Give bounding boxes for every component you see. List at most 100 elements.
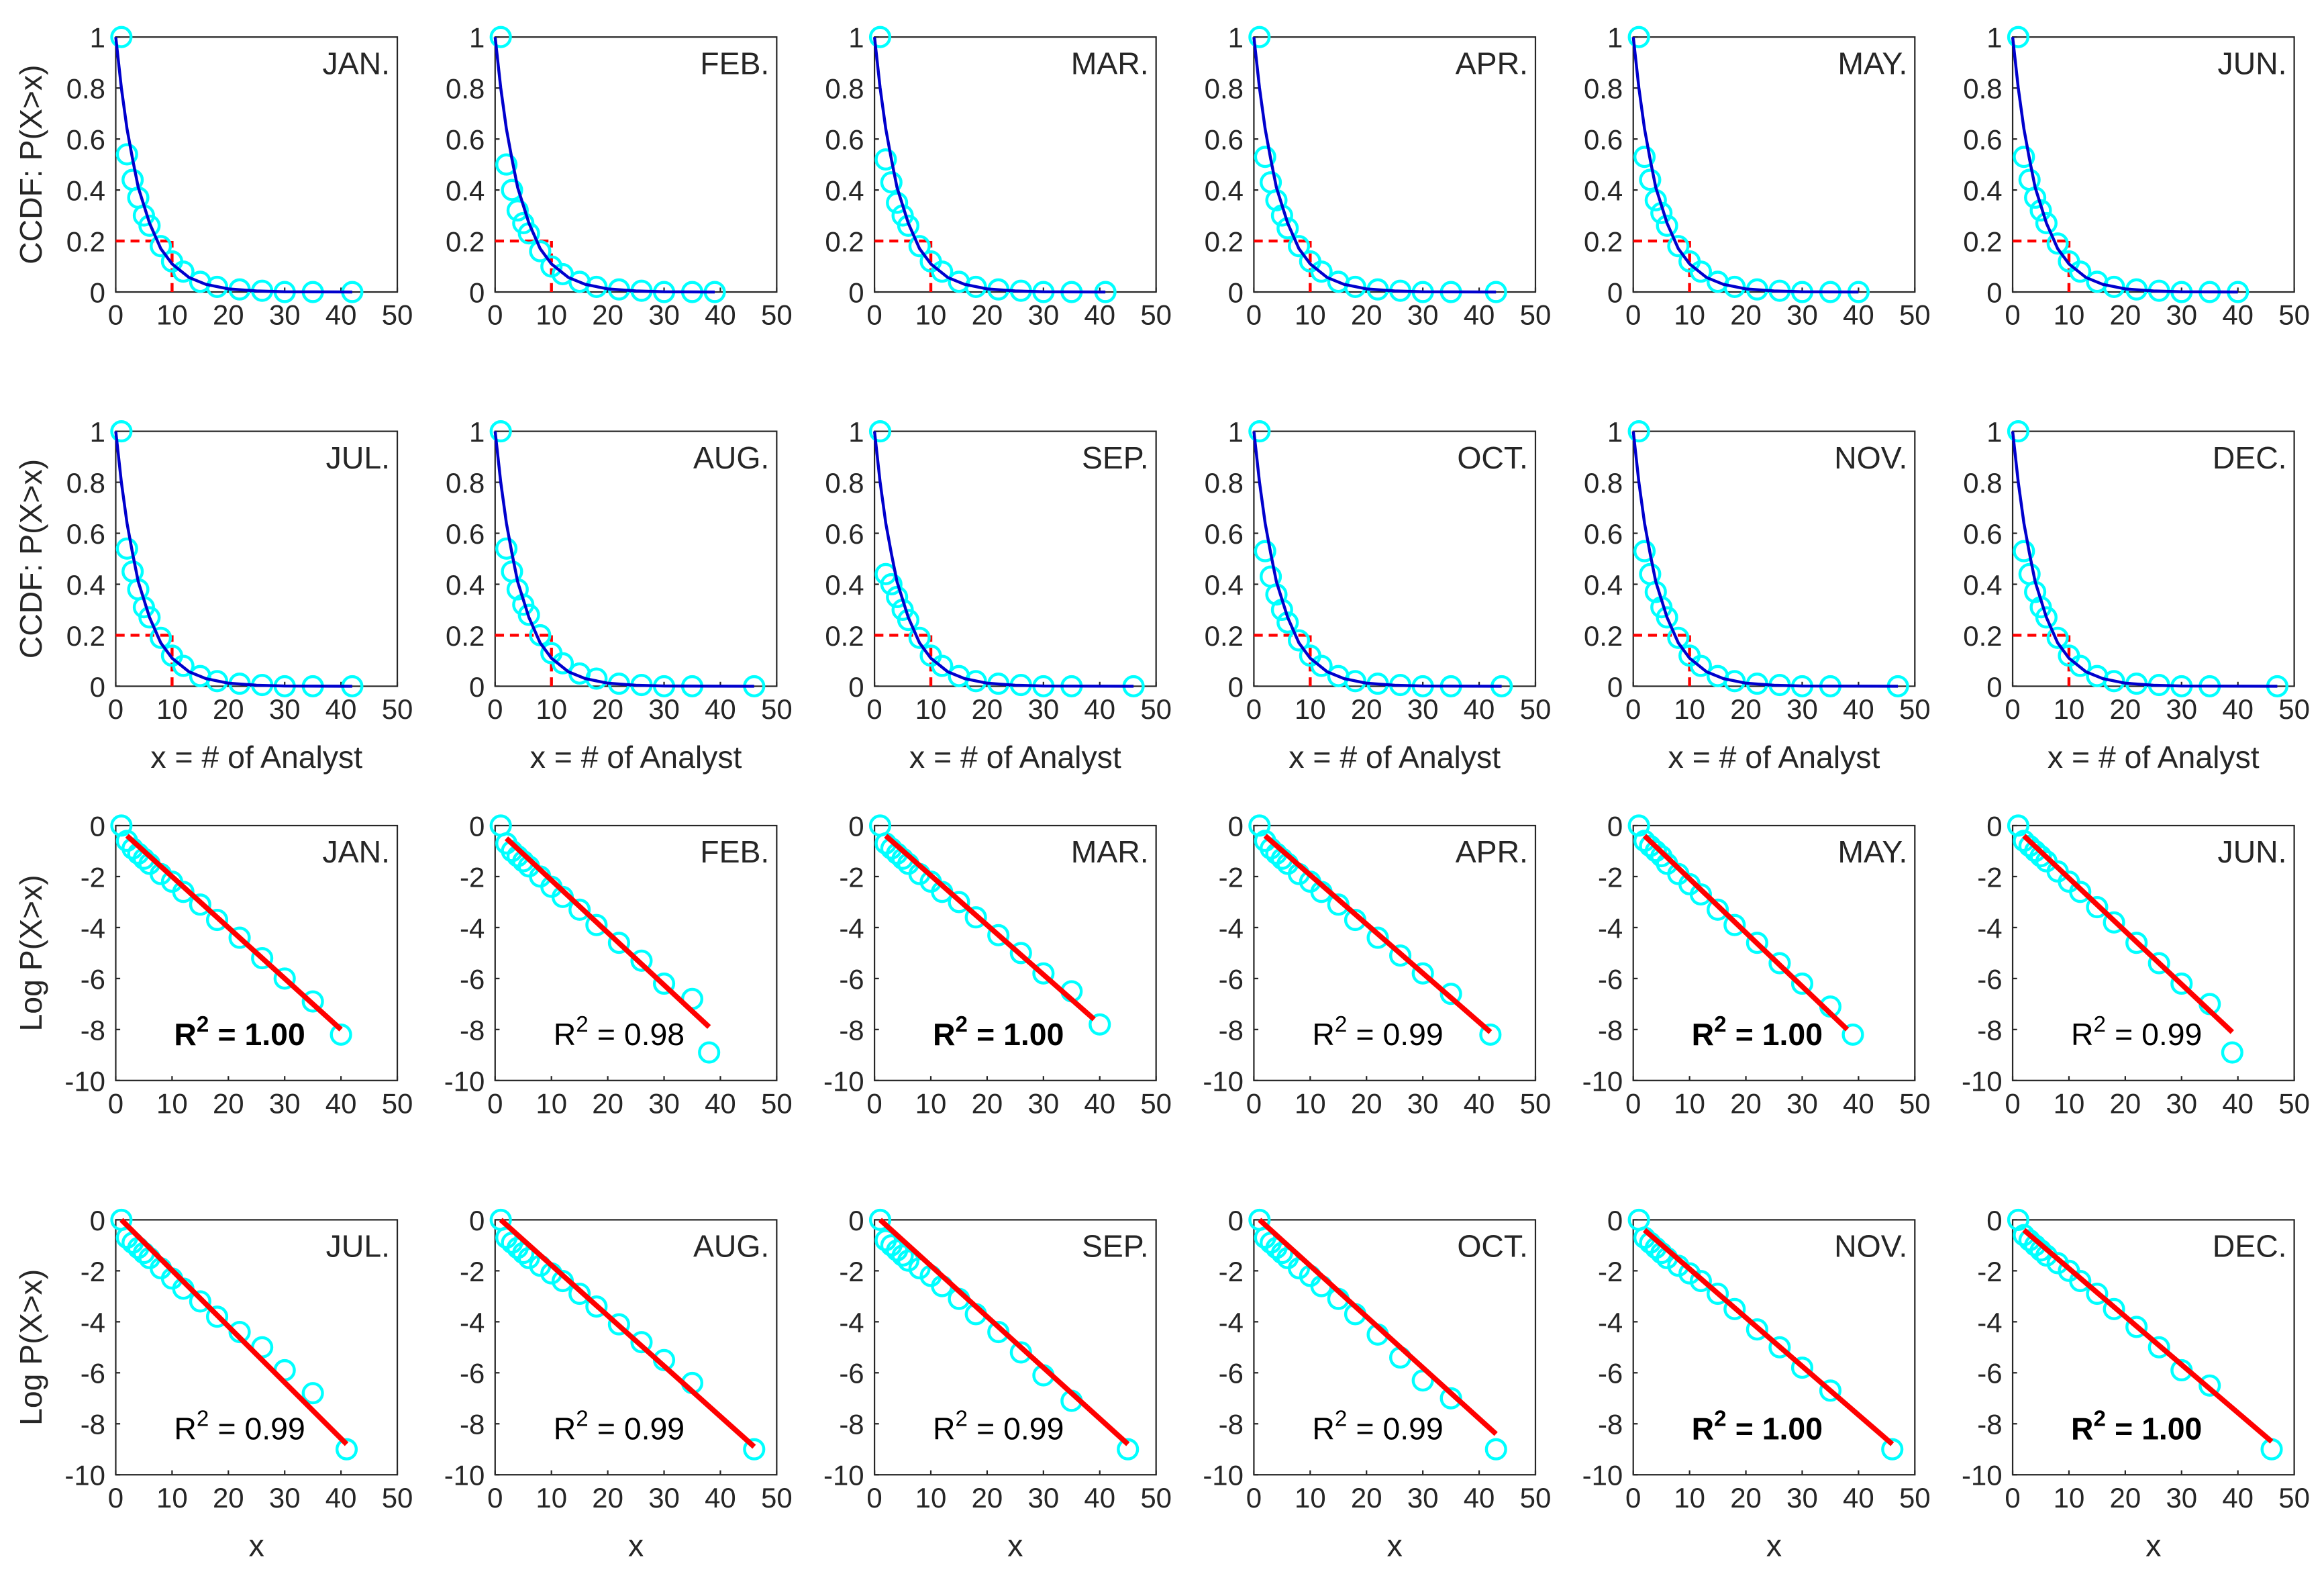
data-point bbox=[1639, 168, 1662, 191]
x-tick-label: 0 bbox=[1625, 1482, 1641, 1514]
y-tick-label: 0.2 bbox=[825, 226, 864, 258]
y-tick-label: 0.8 bbox=[446, 73, 485, 105]
r-squared-sup: 2 bbox=[1335, 1012, 1347, 1037]
y-tick-label: 0 bbox=[1228, 810, 1244, 842]
data-point bbox=[2007, 26, 2029, 48]
data-point bbox=[1344, 670, 1367, 693]
data-point bbox=[607, 1313, 630, 1336]
y-tick-label: 1 bbox=[469, 416, 485, 448]
x-tick-label: 40 bbox=[1464, 1087, 1495, 1119]
data-point bbox=[1254, 146, 1276, 168]
x-tick-label: 10 bbox=[915, 693, 947, 725]
data-point bbox=[964, 906, 987, 929]
data-point bbox=[607, 932, 630, 954]
r-squared-base: R bbox=[554, 1411, 576, 1446]
x-tick-label: 20 bbox=[592, 1482, 623, 1514]
subplot: 0 10 20 30 40 50 0 0.2 0.4 0.6 0.8 1 FEB. bbox=[446, 22, 793, 331]
subplot: 0 10 20 30 40 50 0 0.2 0.4 0.6 0.8 1 x = # of Analys… bbox=[1205, 416, 1552, 775]
data-point bbox=[172, 260, 195, 283]
y-tick-label: -6 bbox=[460, 963, 485, 995]
x-tick-label: 50 bbox=[2278, 1087, 2310, 1119]
x-tick-label: 50 bbox=[761, 693, 793, 725]
subplot: 0 10 20 30 40 50 0 -2 -4 -6 -8 -10 Log P(X>x) x JUL. R2… bbox=[13, 1205, 413, 1563]
data-point bbox=[517, 603, 540, 626]
fit-line bbox=[499, 1218, 756, 1449]
month-label: OCT. bbox=[1457, 1229, 1528, 1264]
fit-line bbox=[2022, 1228, 2274, 1444]
x-tick-label: 30 bbox=[648, 693, 680, 725]
y-tick-label: 1 bbox=[1228, 22, 1244, 54]
y-tick-label: 0 bbox=[1607, 277, 1623, 308]
y-tick-label: -2 bbox=[1219, 1256, 1244, 1287]
x-tick-label: 40 bbox=[1084, 299, 1115, 331]
y-tick-label: 0 bbox=[1986, 671, 2002, 703]
data-point bbox=[1790, 1356, 1814, 1379]
y-tick-label: -2 bbox=[1977, 1256, 2002, 1287]
y-tick-label: -6 bbox=[1977, 1358, 2002, 1389]
x-tick-label: 0 bbox=[1625, 693, 1641, 725]
x-tick-label: 30 bbox=[648, 1482, 680, 1514]
data-point bbox=[1254, 540, 1276, 562]
x-tick-label: 10 bbox=[156, 693, 188, 725]
x-tick-label: 40 bbox=[325, 1087, 357, 1119]
fit-line bbox=[1252, 431, 1502, 688]
r-squared-base: R bbox=[933, 1017, 955, 1052]
x-tick-label: 20 bbox=[1730, 1087, 1762, 1119]
x-tick-label: 10 bbox=[1674, 693, 1705, 725]
data-point bbox=[1344, 275, 1367, 298]
x-tick-label: 20 bbox=[2110, 693, 2141, 725]
month-label: JUN. bbox=[2218, 834, 2287, 869]
data-point bbox=[1723, 275, 1746, 298]
r-squared-base: R bbox=[554, 1017, 576, 1052]
data-point bbox=[115, 143, 138, 166]
y-tick-label: -8 bbox=[81, 1409, 105, 1440]
data-point bbox=[908, 235, 931, 258]
data-point bbox=[964, 275, 987, 298]
x-tick-label: 10 bbox=[156, 299, 188, 331]
y-tick-label: 0.6 bbox=[1584, 518, 1623, 550]
fit-line bbox=[1258, 1218, 1498, 1436]
y-tick-label: -10 bbox=[1962, 1460, 2003, 1491]
x-tick-label: 10 bbox=[156, 1087, 188, 1119]
x-tick-label: 0 bbox=[1246, 299, 1262, 331]
month-label: JUN. bbox=[2218, 46, 2287, 81]
fit-line bbox=[884, 834, 1096, 1022]
fit-line bbox=[504, 836, 711, 1029]
y-tick-label: 0.6 bbox=[66, 124, 105, 156]
data-point bbox=[897, 1249, 920, 1272]
y-tick-label: -6 bbox=[81, 1358, 105, 1389]
r-squared-value: = 1.00 bbox=[1735, 1411, 1823, 1446]
x-tick-label: 50 bbox=[1520, 1482, 1552, 1514]
y-tick-label: -8 bbox=[1219, 1014, 1244, 1046]
x-tick-label: 0 bbox=[108, 299, 123, 331]
y-tick-label: -6 bbox=[1598, 963, 1623, 995]
data-point bbox=[1089, 1013, 1111, 1036]
x-tick-label: 50 bbox=[1899, 1087, 1931, 1119]
y-tick-label: 0.6 bbox=[1205, 124, 1244, 156]
x-tick-label: 50 bbox=[2278, 1482, 2310, 1514]
y-axis-label: Log P(X>x) bbox=[13, 1269, 48, 1426]
r-squared-value: = 0.98 bbox=[597, 1017, 685, 1052]
data-point bbox=[743, 1438, 766, 1461]
x-tick-label: 10 bbox=[915, 1087, 947, 1119]
y-tick-label: 0.2 bbox=[1205, 226, 1244, 258]
data-point bbox=[2125, 1316, 2148, 1338]
y-tick-label: -10 bbox=[1203, 1460, 1244, 1491]
r-squared-base: R bbox=[1312, 1411, 1334, 1446]
y-tick-label: 0 bbox=[848, 671, 864, 703]
x-tick-label: 10 bbox=[1295, 299, 1326, 331]
axes-box bbox=[1253, 1219, 1537, 1476]
data-point bbox=[1633, 540, 1656, 562]
x-tick-label: 0 bbox=[487, 693, 503, 725]
y-tick-label: 0.8 bbox=[1205, 73, 1244, 105]
data-point bbox=[172, 881, 195, 903]
r-squared: R2 = 0.99 bbox=[174, 1406, 305, 1446]
x-tick-label: 0 bbox=[487, 1087, 503, 1119]
y-tick-label: 0.8 bbox=[1963, 467, 2002, 499]
x-tick-label: 50 bbox=[1140, 299, 1172, 331]
x-tick-label: 40 bbox=[325, 1482, 357, 1514]
y-tick-label: -4 bbox=[1219, 1307, 1244, 1338]
data-point bbox=[1248, 814, 1271, 837]
y-tick-label: 0.2 bbox=[446, 226, 485, 258]
y-tick-label: 0.8 bbox=[446, 467, 485, 499]
